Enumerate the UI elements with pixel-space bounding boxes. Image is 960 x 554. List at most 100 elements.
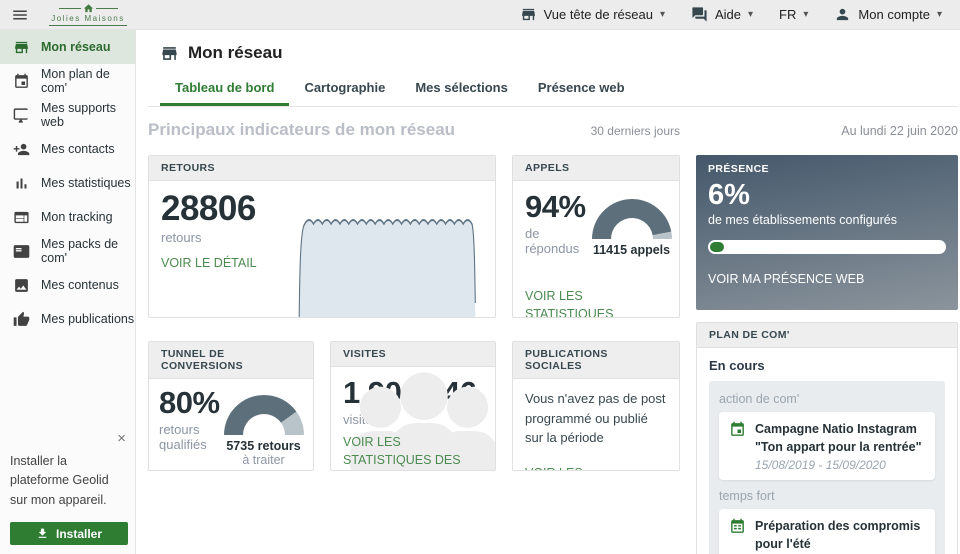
plan-event-title: Campagne Natio Instagram "Ton appart pou… [755,422,922,455]
retours-label: retours [161,229,202,245]
card-appels-title: APPELS [513,156,679,181]
pubs-empty-text: Vous n'avez pas de post programmé ou pub… [525,391,666,445]
plan-title: PLAN DE COM' [697,323,957,348]
card-plan-de-com: PLAN DE COM' En cours action de com' Cam… [696,322,958,554]
period-label: 30 derniers jours [590,124,680,138]
account-menu[interactable]: Mon compte ▾ [834,6,942,23]
tunnel-label: retours qualifiés [159,421,207,452]
install-text: Installer la plateforme Geolid sur mon a… [10,453,109,507]
retours-area-chart [298,219,476,317]
tunnel-value: 80% [159,385,220,420]
sidebar-item-packs-de-com[interactable]: Mes packs de com' [0,234,135,268]
plan-event[interactable]: Campagne Natio Instagram "Ton appart pou… [719,412,935,481]
person-icon [837,8,849,21]
calendar-icon [731,421,744,436]
chevron-down-icon: ▾ [659,8,665,20]
storefront-icon [162,46,177,60]
sidebar-item-plan-de-com[interactable]: Mon plan de com' [0,64,135,98]
storefront-icon [15,41,28,53]
retours-detail-link[interactable]: VOIR LE DÉTAIL [161,255,257,270]
chevron-down-icon: ▾ [803,8,809,20]
featured-list-icon [13,244,30,258]
retours-value: 28806 [161,189,256,228]
plan-event[interactable]: Préparation des compromis pour l'été 01/… [719,509,935,554]
appels-gauge [591,199,672,239]
brand-name: Jolies Maisons [49,14,127,26]
section-title: Principaux indicateurs de mon réseau [148,120,456,139]
people-watermark-icon [349,372,495,470]
card-tunnel-conversions: TUNNEL DE CONVERSIONS 80% retours qualif… [148,341,314,471]
network-view-menu[interactable]: Vue tête de réseau ▾ [520,6,665,23]
tunnel-gauge [223,395,304,435]
web-icon [14,211,29,223]
presence-value: 6% [708,179,750,211]
house-icon [83,4,93,13]
storefront-icon [521,8,535,21]
appels-stats-link[interactable]: VOIR LES STATISTIQUES D'APPELS [525,289,614,318]
sidebar-item-contenus[interactable]: Mes contenus [0,268,135,302]
appels-gauge-caption: 11415 appels [592,243,671,257]
card-appels: APPELS 94% de répondus [512,155,680,318]
current-date: Au lundi 22 juin 2020 [841,124,958,138]
tab-mes-selections[interactable]: Mes sélections [415,80,508,95]
close-icon[interactable]: × [117,429,126,447]
sidebar-item-mon-reseau[interactable]: Mon réseau [0,30,135,64]
sidebar-item-statistiques[interactable]: Mes statistiques [0,166,135,200]
chat-icon [692,7,707,22]
chevron-down-icon: ▾ [748,8,754,20]
card-presence: PRÉSENCE 6% de mes établissements config… [696,155,958,310]
menu-icon[interactable] [0,6,40,24]
presence-progress-bar [708,240,946,254]
sidebar-item-contacts[interactable]: Mes contacts [0,132,135,166]
language-menu[interactable]: FR ▾ [779,7,809,22]
plan-event-title: Préparation des compromis pour l'été [755,519,921,552]
topbar: Jolies Maisons Vue tête de réseau ▾ Aide… [0,0,960,30]
visites-stats-link[interactable]: VOIR LES STATISTIQUES DES VISITES [343,434,461,467]
tunnel-gauge-sub: à traiter [242,453,285,467]
page-title: Mon réseau [188,43,283,62]
card-tunnel-title: TUNNEL DE CONVERSIONS [149,342,313,379]
section-header: Principaux indicateurs de mon réseau 30 … [148,120,958,140]
sidebar-item-tracking[interactable]: Mon tracking [0,200,135,234]
person-add-icon [13,143,30,155]
thumb-up-icon [13,311,30,326]
install-button[interactable]: Installer [10,522,128,545]
card-publications-sociales: PUBLICATIONS SOCIALES Vous n'avez pas de… [512,341,680,471]
image-icon [15,278,28,292]
plan-event-dates: 15/08/2019 - 15/09/2020 [755,458,886,473]
bar-chart-icon [16,178,27,188]
plan-group-label: temps fort [719,489,775,504]
presence-title: PRÉSENCE [708,163,769,175]
card-visites-title: VISITES [331,342,495,367]
sidebar-item-publications[interactable]: Mes publications [0,302,135,336]
main-content: Mon réseau Tableau de bord Cartographie … [136,30,960,554]
tab-tableau-de-bord[interactable]: Tableau de bord [160,74,290,106]
monitor-icon [13,107,28,123]
download-icon [38,528,47,538]
brand-logo: Jolies Maisons [40,3,136,26]
appels-label: de répondus [525,225,580,256]
help-menu[interactable]: Aide ▾ [691,6,753,23]
topbar-menu: Vue tête de réseau ▾ Aide ▾ FR ▾ Mon com… [520,6,960,23]
plan-en-cours-panel: action de com' Campagne Natio Instagram … [709,381,945,554]
calendar-icon [15,73,28,88]
tab-cartographie[interactable]: Cartographie [304,80,386,95]
calendar-icon [731,518,744,534]
presence-web-link[interactable]: VOIR MA PRÉSENCE WEB [708,272,865,286]
sidebar-item-supports-web[interactable]: Mes supports web [0,98,135,132]
install-prompt: × Installer la plateforme Geolid sur mon… [10,431,128,545]
card-pubs-title: PUBLICATIONS SOCIALES [513,342,679,379]
presence-label: de mes établissements configurés [708,213,897,227]
card-visites: VISITES 1 904 546 visites VOIR LES STATI… [330,341,496,471]
chevron-down-icon: ▾ [936,8,942,20]
appels-value: 94% [525,189,586,224]
tab-presence-web[interactable]: Présence web [537,80,625,95]
plan-group-label: action de com' [719,392,800,406]
pubs-link[interactable]: VOIR LES PUBLICATIONS [525,464,667,471]
tab-bar: Tableau de bord Cartographie Mes sélecti… [148,74,958,107]
plan-en-cours-heading: En cours [709,358,765,373]
page-header: Mon réseau [148,43,958,63]
card-retours: RETOURS 28806 retours VOIR LE DÉTAIL [148,155,496,318]
tunnel-gauge-caption: 5735 retours [226,439,301,453]
